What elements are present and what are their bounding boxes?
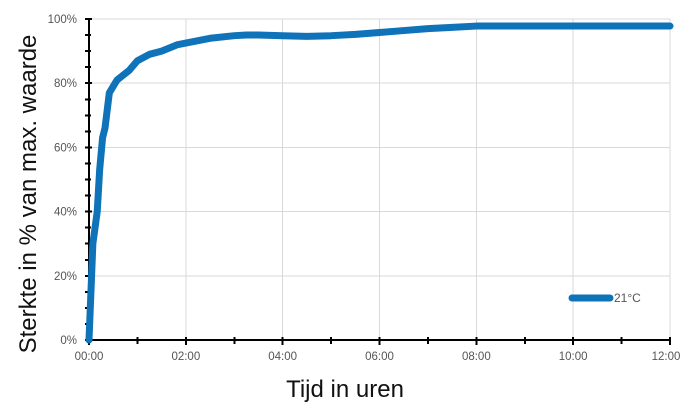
x-tick-label: 00:00: [75, 351, 104, 363]
y-tick-label: 40%: [54, 207, 77, 219]
label-layer: Tijd in uren Sterkte in % van max. waard…: [15, 35, 404, 403]
x-axis-title: Tijd in uren: [286, 376, 404, 403]
series-layer: [85, 22, 674, 344]
x-tick-label: 08:00: [462, 351, 491, 363]
legend-label: 21°C: [614, 291, 641, 305]
y-tick-label: 80%: [54, 78, 77, 90]
y-axis-title: Sterkte in % van max. waarde: [15, 35, 42, 354]
grid-layer: [89, 18, 671, 340]
x-tick-label: 06:00: [365, 351, 394, 363]
x-tick-label: 04:00: [268, 351, 297, 363]
y-tick-label: 100%: [48, 14, 77, 26]
series-line: [85, 22, 674, 344]
x-tick-label: 10:00: [559, 351, 588, 363]
y-tick-label: 20%: [54, 271, 77, 283]
y-tick-label: 60%: [54, 142, 77, 154]
x-tick-label: 12:00: [652, 351, 681, 363]
axis-layer: 0% 20% 40% 60% 80% 100% 00:00 02:00 04:00 06:00 08…: [48, 14, 681, 363]
x-tick-label: 02:00: [171, 351, 200, 363]
legend: 21°C: [568, 291, 641, 305]
y-tick-label: 0%: [60, 335, 77, 347]
